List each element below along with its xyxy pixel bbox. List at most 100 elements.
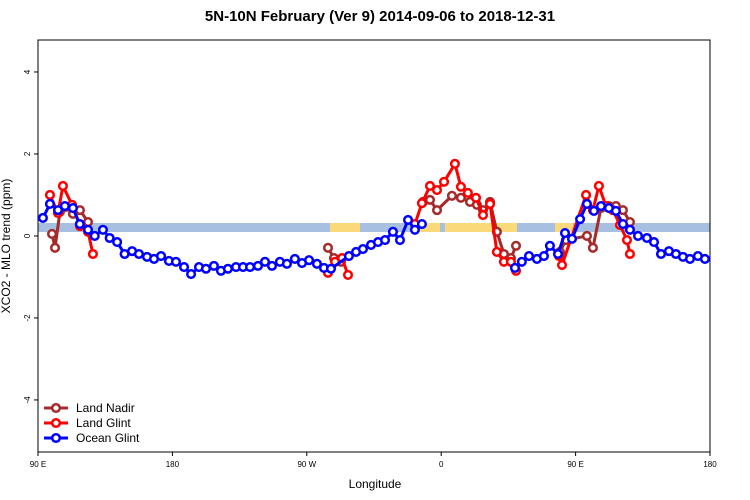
data-point	[581, 230, 592, 242]
data-point	[552, 248, 564, 260]
land-strip	[555, 223, 573, 232]
data-point	[46, 228, 58, 239]
data-point	[74, 219, 85, 230]
legend-label: Ocean Glint	[76, 431, 140, 445]
data-point	[409, 224, 420, 235]
data-point	[424, 194, 436, 205]
data-point	[325, 263, 337, 274]
y-tick-label: -4	[23, 396, 32, 404]
data-point	[222, 263, 234, 274]
x-tick-label: 90 W	[297, 460, 316, 469]
data-point	[380, 235, 391, 246]
plot-frame	[37, 39, 711, 453]
data-point	[67, 203, 78, 214]
land-strip	[330, 223, 360, 232]
data-point	[104, 232, 115, 244]
x-tick-label: 90 E	[567, 460, 583, 469]
data-point	[208, 260, 219, 271]
land-strip	[445, 223, 517, 232]
data-point	[289, 253, 300, 264]
data-point	[699, 253, 710, 264]
data-point	[49, 242, 61, 253]
data-point	[424, 180, 436, 191]
data-point	[200, 263, 212, 274]
data-point	[44, 189, 55, 201]
data-point	[59, 200, 70, 212]
ocean-strip	[38, 223, 710, 232]
data-point	[484, 198, 496, 210]
data-point	[523, 250, 535, 262]
data-point	[57, 180, 68, 191]
data-point	[446, 190, 458, 201]
data-point	[617, 219, 628, 230]
data-point	[178, 262, 190, 273]
data-point	[581, 198, 592, 210]
data-point	[97, 224, 109, 235]
data-point	[455, 192, 466, 203]
data-point	[89, 230, 100, 242]
legend-swatch-marker	[50, 417, 62, 429]
data-point	[416, 198, 427, 209]
data-point	[281, 258, 292, 269]
data-point	[431, 184, 443, 196]
data-point	[266, 260, 278, 271]
data-point	[322, 242, 334, 253]
data-point	[342, 269, 354, 280]
data-point	[581, 189, 592, 201]
data-point	[556, 260, 568, 271]
data-point	[509, 262, 521, 273]
data-point	[624, 248, 636, 260]
data-point	[44, 198, 55, 210]
data-point	[343, 250, 354, 262]
data-point	[621, 235, 633, 246]
data-point	[259, 256, 271, 267]
data-point	[87, 248, 99, 260]
y-axis-label: XCO2 - MLO trend (ppm)	[0, 179, 13, 314]
data-point	[632, 230, 644, 242]
chart-title: 5N-10N February (Ver 9) 2014-09-06 to 20…	[205, 8, 555, 25]
data-point	[559, 228, 571, 239]
y-tick-label: -2	[23, 314, 32, 322]
legend-swatch-marker	[50, 402, 62, 414]
data-point	[245, 262, 256, 273]
data-point	[112, 237, 123, 248]
data-point	[252, 260, 264, 271]
data-point	[491, 246, 502, 257]
data-point	[648, 237, 660, 248]
data-point	[588, 205, 600, 216]
data-point	[477, 209, 489, 221]
data-point	[610, 205, 621, 216]
data-point	[593, 180, 604, 191]
data-point	[394, 235, 406, 246]
data-point	[575, 214, 586, 225]
data-point	[431, 205, 443, 216]
data-point	[52, 205, 64, 216]
data-point	[684, 253, 696, 264]
data-point	[462, 187, 473, 198]
data-point	[82, 224, 94, 235]
data-point	[82, 216, 94, 228]
data-point	[587, 242, 598, 253]
y-tick-label: 2	[23, 151, 32, 156]
x-axis-label: Longitude	[349, 477, 402, 491]
data-point	[641, 232, 653, 244]
data-point	[470, 192, 482, 203]
legend-swatch-marker	[50, 432, 62, 444]
data-point	[438, 176, 450, 187]
data-point	[655, 248, 667, 260]
data-point	[455, 181, 466, 192]
data-point	[449, 158, 460, 169]
data-point	[37, 212, 48, 223]
data-point	[357, 244, 368, 255]
y-tick-label: 4	[23, 69, 32, 74]
data-point	[402, 214, 414, 226]
data-point	[416, 219, 427, 230]
data-point	[311, 258, 323, 269]
data-point	[186, 269, 197, 280]
x-tick-label: 90 E	[30, 460, 46, 469]
x-tick-label: 180	[703, 460, 717, 469]
series-line	[41, 201, 706, 277]
data-point	[624, 224, 636, 235]
